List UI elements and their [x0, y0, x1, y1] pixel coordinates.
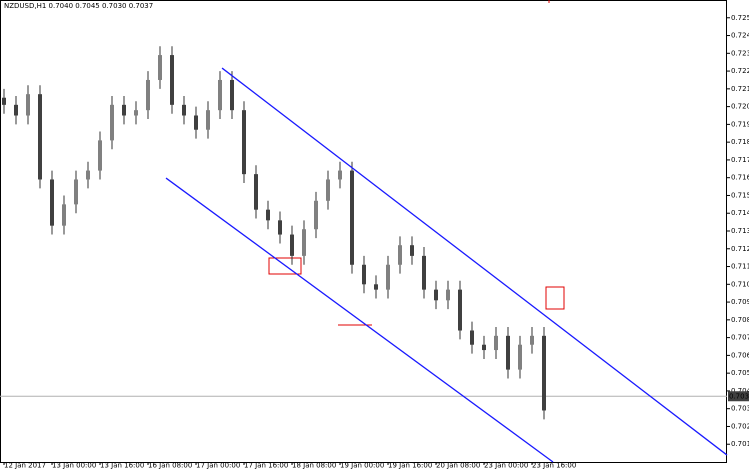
y-tick-label: 0.7030 [731, 405, 749, 413]
candle-body [194, 115, 198, 130]
marker-box [268, 257, 302, 275]
candle-body [386, 264, 390, 290]
candle-body [230, 79, 234, 111]
candle-body [446, 289, 450, 301]
x-tick-label: 23 Jan 16:00 [532, 462, 576, 469]
candle-body [338, 170, 342, 180]
candle-body [362, 264, 366, 285]
x-tick-label: 17 Jan 00:00 [196, 462, 240, 469]
candle-body [218, 79, 222, 111]
candle-body [206, 110, 210, 130]
candle-body [518, 344, 522, 370]
candle-body [38, 94, 42, 180]
current-price-label: 0.7037 [729, 392, 749, 400]
x-tick-label: 16 Jan 08:00 [148, 462, 192, 469]
x-tick-label: 20 Jan 08:00 [436, 462, 480, 469]
candle-body [470, 330, 474, 345]
candle-body [86, 170, 90, 180]
candle-body [398, 245, 402, 265]
candle-body [110, 104, 114, 141]
x-tick-label: 12 Jan 2017 [4, 462, 46, 469]
candle-body [302, 229, 306, 256]
candle-body [242, 110, 246, 175]
current-price-box [728, 391, 749, 402]
candle-body [350, 170, 354, 265]
candle-body [314, 200, 318, 230]
candle-body [290, 234, 294, 256]
candle-body [482, 344, 486, 351]
candle-body [182, 104, 186, 116]
candle-body [62, 204, 66, 226]
candle-body [530, 335, 534, 345]
candle-body [26, 94, 30, 116]
candle-body [374, 284, 378, 290]
candle-body [422, 255, 426, 290]
trendline [165, 177, 554, 463]
candle-body [122, 104, 126, 116]
candle-body [326, 179, 330, 201]
x-tick-label: 13 Jan 16:00 [100, 462, 144, 469]
x-tick-label: 17 Jan 16:00 [244, 462, 288, 469]
x-tick-label: 13 Jan 00:00 [52, 462, 96, 469]
candle-body [50, 179, 54, 226]
candle-body [434, 289, 438, 301]
trendline [221, 67, 728, 456]
candle-body [74, 179, 78, 205]
candle-body [170, 55, 174, 105]
candle-body [542, 335, 546, 411]
plot-frame [0, 0, 727, 463]
candle-body [146, 79, 150, 111]
candle-body [494, 335, 498, 351]
x-tick-label: 18 Jan 08:00 [292, 462, 336, 469]
candle-body [278, 220, 282, 235]
y-tick-label: 0.7040 [731, 387, 749, 395]
candle-body [458, 289, 462, 331]
candle-body [98, 140, 102, 171]
x-tick-label: 19 Jan 16:00 [388, 462, 432, 469]
candle-body [2, 97, 6, 105]
candle-body [254, 174, 258, 210]
candle-body [14, 104, 18, 116]
x-tick-label: 19 Jan 00:00 [340, 462, 384, 469]
candle-body [410, 245, 414, 256]
x-tick-label: 23 Jan 00:00 [484, 462, 528, 469]
chart-title: NZDUSD,H1 0.7040 0.7045 0.7030 0.7037 [4, 2, 153, 10]
candle-body [266, 209, 270, 221]
candle-body [506, 335, 510, 370]
candle-body [134, 110, 138, 116]
candle-body [158, 55, 162, 80]
marker-box [545, 286, 565, 310]
